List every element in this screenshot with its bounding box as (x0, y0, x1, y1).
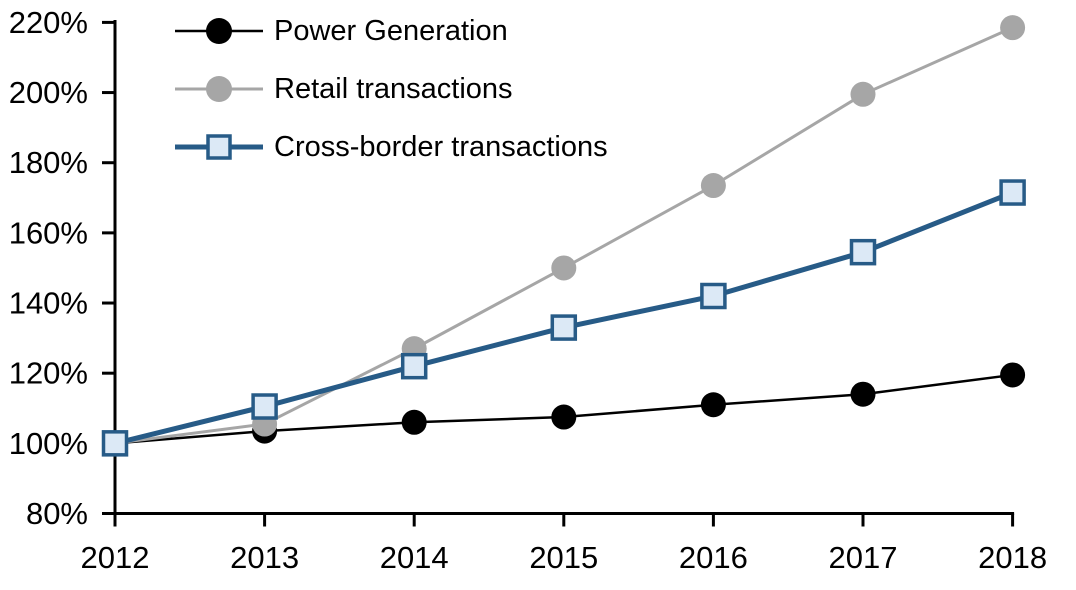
data-point-power-generation (1000, 362, 1026, 388)
data-point-retail-transactions (551, 255, 577, 281)
x-axis-tick-label: 2014 (380, 540, 449, 575)
legend-item-power-generation: Power Generation (173, 2, 608, 60)
x-axis-tick-label: 2017 (829, 540, 898, 575)
data-point-power-generation (551, 404, 577, 430)
x-axis-tick-label: 2015 (529, 540, 598, 575)
x-axis-tick-label: 2018 (978, 540, 1047, 575)
y-axis-tick-label: 160% (9, 215, 88, 250)
legend-marker-cross-border-transactions-icon (175, 134, 263, 160)
chart-legend: Power Generation Retail transactions Cro… (173, 2, 608, 176)
data-point-cross-border-transactions (999, 179, 1026, 206)
y-axis-tick-label: 80% (26, 496, 88, 531)
series-power-generation (102, 362, 1026, 456)
y-axis-tick-label: 120% (9, 356, 88, 391)
legend-item-retail-transactions: Retail transactions (173, 60, 608, 118)
legend-label-power-generation: Power Generation (274, 14, 508, 47)
y-axis-tick-label: 180% (9, 145, 88, 180)
legend-label-cross-border-transactions: Cross-border transactions (274, 130, 608, 163)
data-point-retail-transactions (700, 173, 726, 199)
x-axis-tick-label: 2012 (81, 540, 150, 575)
legend-item-cross-border-transactions: Cross-border transactions (173, 118, 608, 176)
data-point-cross-border-transactions (400, 352, 428, 380)
y-axis-tick-label: 140% (9, 286, 88, 321)
y-axis-tick-label: 100% (9, 426, 88, 461)
data-point-retail-transactions (850, 81, 876, 107)
series-cross-border-transactions (101, 179, 1026, 457)
y-axis-tick-label: 220% (9, 5, 88, 40)
data-point-cross-border-transactions (849, 238, 877, 266)
legend-marker-power-generation-icon (175, 18, 263, 44)
axes: 80% 100% 120% 140% 160% 180% 200% 220% 2012 2013 2… (9, 5, 1047, 575)
data-point-power-generation (700, 392, 726, 418)
data-point-cross-border-transactions (700, 282, 727, 310)
x-axis-tick-label: 2016 (679, 540, 748, 575)
y-axis-tick-label: 200% (9, 75, 88, 110)
data-point-power-generation (850, 381, 876, 407)
data-point-retail-transactions (1000, 15, 1026, 41)
x-axis-tick-label: 2013 (230, 540, 299, 575)
legend-marker-retail-transactions-icon (175, 76, 263, 102)
legend-label-retail-transactions: Retail transactions (274, 72, 513, 105)
data-point-cross-border-transactions (550, 314, 578, 341)
data-point-cross-border-transactions (101, 430, 129, 457)
data-point-power-generation (401, 409, 427, 435)
data-point-cross-border-transactions (251, 393, 278, 420)
